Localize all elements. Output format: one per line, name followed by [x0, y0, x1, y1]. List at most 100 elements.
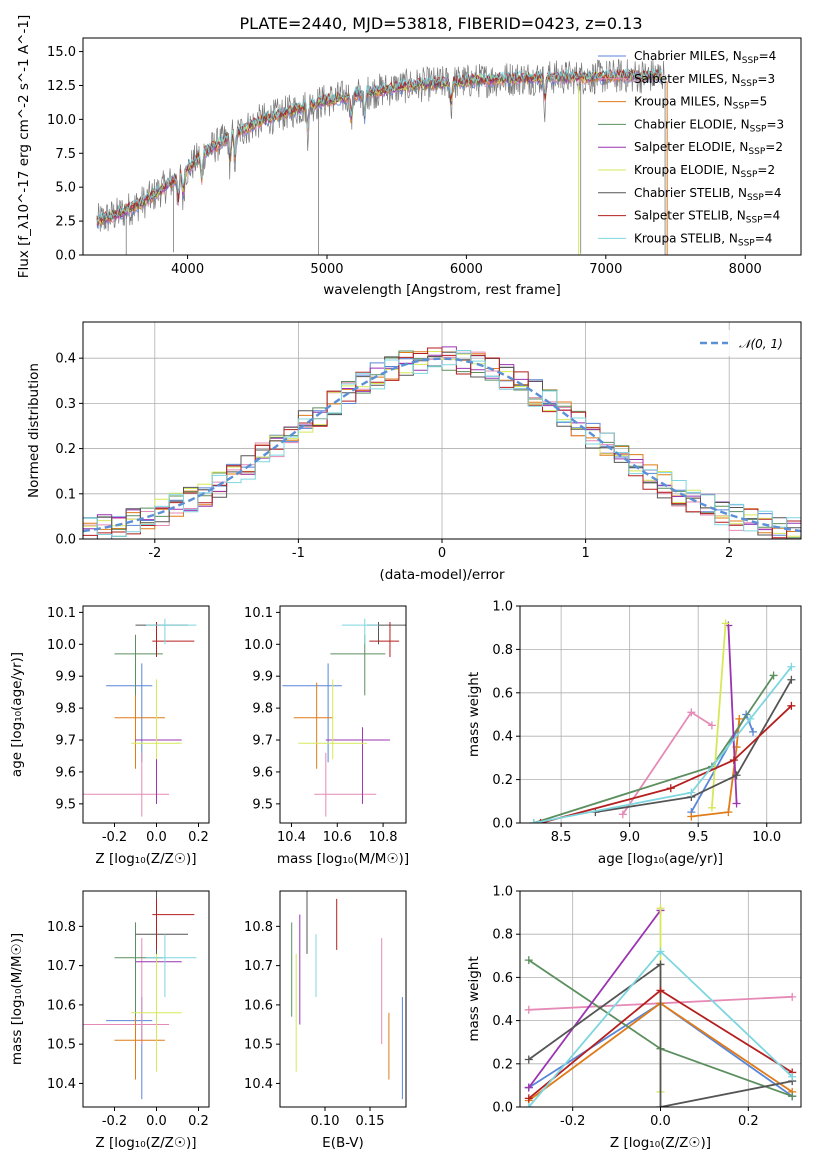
weight-line [595, 679, 793, 813]
y-tick-label: 2.5 [55, 215, 76, 230]
y-tick-label: 0.8 [492, 928, 513, 943]
x-axis-label: mass [log₁₀(M/M☉)] [277, 851, 409, 867]
weight-marker [656, 1103, 665, 1107]
weight-marker [666, 784, 675, 793]
axes-frame [82, 890, 210, 1108]
weight-marker [787, 701, 796, 710]
legend-count: =2 [757, 163, 775, 177]
y-tick-label: 10.1 [244, 606, 273, 621]
x-tick-label: 9.5 [688, 830, 709, 845]
legend-label: Kroupa ELODIE, NSSP=2 [634, 163, 775, 180]
x-tick-label: 6000 [450, 262, 483, 277]
mass-vs-ebv-plot-area [291, 891, 403, 1100]
spectrum-legend: Chabrier MILES, NSSP=4 Salpeter MILES, NS… [598, 49, 784, 248]
weight-marker [769, 671, 778, 680]
y-tick-label: 9.8 [252, 702, 273, 717]
weight-vs-age-frame: 8.5 9.0 9.5 10.0 0.0 0.2 0.4 0.6 0.8 1.0 age [log₁… [466, 600, 802, 867]
weight-marker [707, 721, 716, 730]
legend-count: =4 [763, 209, 781, 223]
x-axis-label: (data-model)/error [379, 567, 505, 583]
y-tick-label: 9.7 [55, 734, 76, 749]
weight-marker [788, 1072, 797, 1081]
y-tick-label: 10.0 [47, 638, 76, 653]
y-axis-label: Flux [f_λ10^-17 erg cm^-2 s^-1 A^-1] [16, 15, 32, 278]
x-tick-label: 2 [725, 546, 733, 561]
y-tick-label: 0.2 [492, 1057, 513, 1072]
x-tick-label: -0.2 [102, 830, 127, 845]
x-tick-label: -0.2 [560, 1114, 585, 1129]
y-tick-label: 0.1 [55, 487, 76, 502]
weight-marker [721, 619, 730, 628]
weight-marker [732, 799, 741, 808]
x-tick-label: -0.2 [102, 1114, 127, 1129]
weight-line [528, 962, 793, 1107]
y-tick-label: 10.8 [47, 920, 76, 935]
y-axis-label: mass weight [466, 672, 482, 757]
legend-label: Chabrier MILES, NSSP=4 [634, 49, 776, 66]
legend-count: =4 [764, 186, 782, 200]
age-vs-Z-plot-area [83, 618, 197, 817]
y-tick-label: 0.6 [492, 971, 513, 986]
legend-subscript: SSP [746, 216, 763, 226]
weight-marker [788, 992, 797, 1001]
weight-marker [788, 1092, 797, 1101]
y-tick-label: 9.9 [252, 670, 273, 685]
weight-marker [618, 810, 627, 819]
y-axis-label: Normed distribution [26, 363, 42, 498]
y-axis-label: mass weight [466, 956, 482, 1041]
axes-frame [519, 605, 802, 824]
legend-label: Kroupa STELIB, NSSP=4 [634, 231, 772, 248]
weight-marker [732, 771, 741, 780]
y-tick-label: 9.6 [252, 765, 273, 780]
spectrum-frame: 4000 5000 6000 7000 8000 0.0 2.5 5.0 7.5 10.0 12.5… [16, 15, 802, 298]
x-axis-label: age [log₁₀(age/yr)] [598, 851, 723, 867]
weight-marker [687, 708, 696, 717]
x-tick-label: 8000 [729, 262, 762, 277]
residuals-frame: -2 -1 0 1 2 0.0 0.1 0.2 0.3 0.4 (data-model)/error… [26, 321, 802, 583]
y-tick-label: 10.5 [244, 1038, 273, 1053]
y-tick-label: 9.5 [55, 797, 76, 812]
weight-line [727, 625, 738, 804]
x-tick-label: 0.2 [188, 830, 209, 845]
age-vs-mass-plot-area [282, 618, 406, 817]
x-tick-label: 8.5 [551, 830, 572, 845]
y-tick-label: 10.4 [244, 1077, 273, 1092]
mass-vs-Z-frame: -0.2 0.0 0.2 10.4 10.5 10.6 10.7 10.8 Z [log₁₀(Z… [9, 890, 210, 1151]
weight-vs-Z-plot-area [524, 904, 797, 1107]
y-tick-label: 0.4 [492, 730, 513, 745]
x-axis-label: Z [log₁₀(Z/Z☉)] [95, 1135, 196, 1151]
legend-subscript: SSP [750, 124, 767, 134]
weight-marker [524, 1083, 533, 1092]
weight-marker [524, 1055, 533, 1064]
x-tick-label: 0.2 [188, 1114, 209, 1129]
residuals-plot-area [83, 346, 801, 539]
legend-box [692, 330, 794, 356]
mass-vs-Z-plot-area [83, 891, 197, 1100]
weight-marker [524, 1094, 533, 1103]
weight-marker [787, 662, 796, 671]
axes-frame [82, 37, 802, 256]
legend-subscript: SSP [742, 56, 759, 66]
y-tick-label: 9.5 [252, 797, 273, 812]
weight-marker [524, 1005, 533, 1014]
weight-line [540, 705, 793, 823]
model-line [96, 67, 662, 221]
y-tick-label: 10.6 [47, 998, 76, 1013]
y-tick-label: 1.0 [492, 885, 513, 900]
axes-frame [279, 605, 407, 824]
legend-count: =5 [750, 95, 768, 109]
age-vs-Z-frame: -0.2 0.0 0.2 9.5 9.6 9.7 9.8 9.9 10.0 10.1 Z [log₁… [9, 605, 210, 867]
weight-marker [724, 808, 733, 817]
x-tick-label: 5000 [310, 262, 343, 277]
y-tick-label: 0.6 [492, 686, 513, 701]
y-tick-label: 10.7 [244, 959, 273, 974]
x-axis-label: E(B-V) [322, 1135, 364, 1151]
y-tick-label: 0.4 [492, 1014, 513, 1029]
y-tick-label: 10.0 [244, 638, 273, 653]
y-tick-label: 10.4 [47, 1077, 76, 1092]
mass-vs-ebv-frame: 0.10 0.15 10.4 10.5 10.6 10.7 10.8 E(B-V) [244, 890, 407, 1151]
legend-label: 𝒩(0, 1) [739, 337, 783, 351]
weight-marker [656, 947, 665, 956]
legend-count: =4 [759, 49, 777, 63]
legend-subscript: SSP [741, 79, 758, 89]
